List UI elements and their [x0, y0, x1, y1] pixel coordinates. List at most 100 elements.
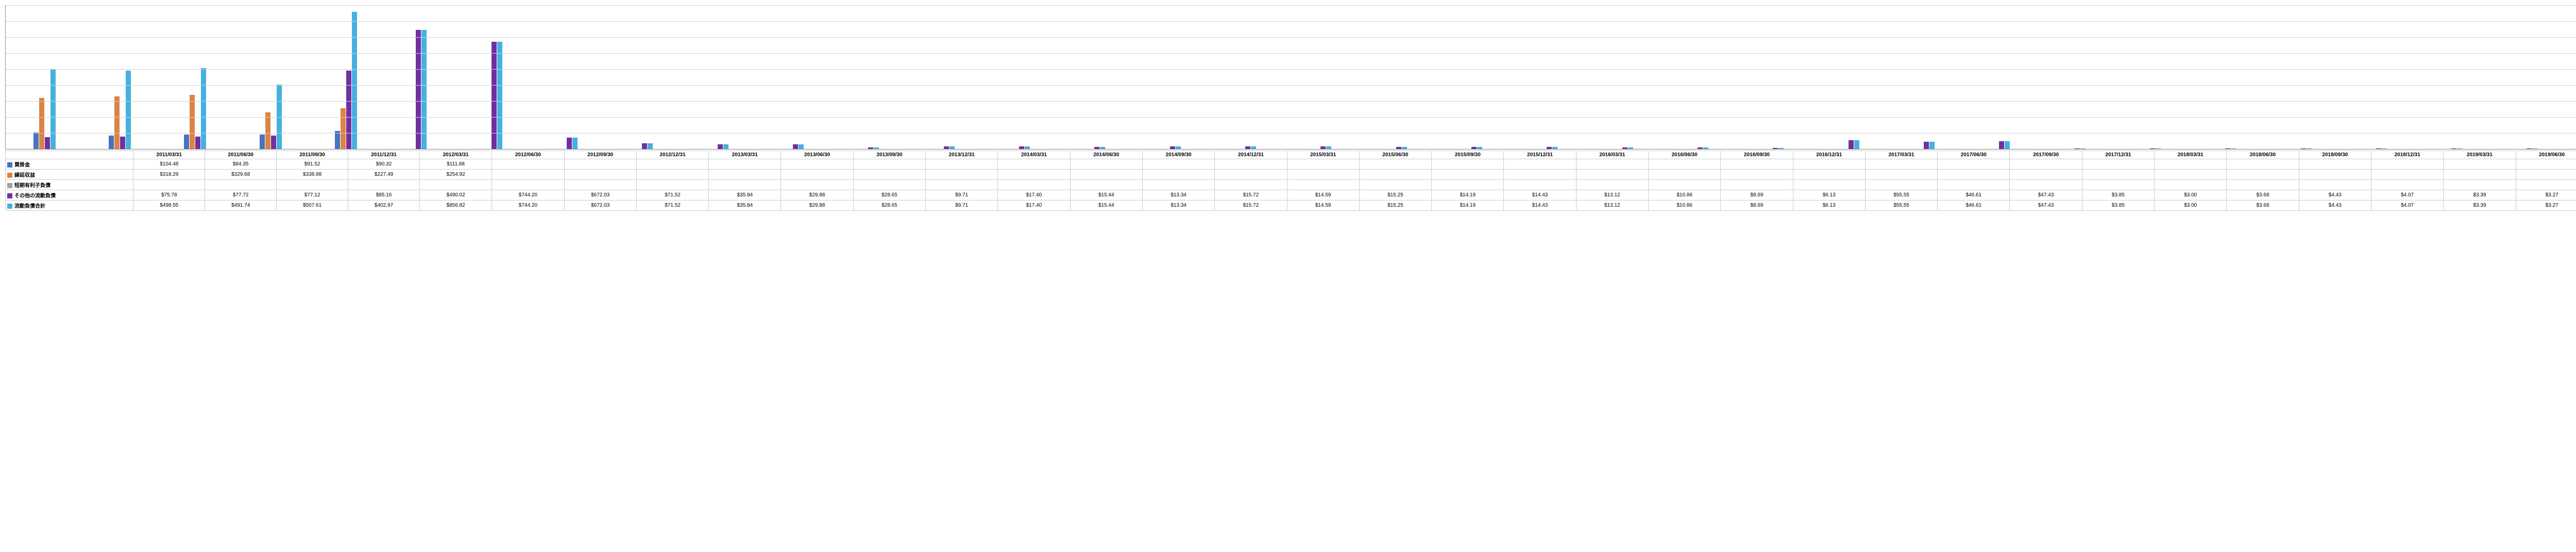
table-cell: [2516, 170, 2576, 180]
table-cell: [926, 159, 998, 170]
bar-period: [2419, 5, 2495, 149]
bar-oc: [1019, 146, 1024, 149]
table-cell: [2227, 180, 2299, 190]
table-period-header: 2012/09/30: [564, 151, 636, 159]
bar-tc: [1703, 147, 1708, 149]
bar-period: [1289, 5, 1364, 149]
bar-period: [233, 5, 308, 149]
table-cell: [1142, 180, 1214, 190]
table-cell: $13.34: [1142, 190, 1214, 200]
table-cell: $14.19: [1432, 200, 1504, 211]
bar-tc: [2307, 148, 2312, 149]
table-period-header: 2012/12/31: [636, 151, 708, 159]
table-cell: $672.03: [564, 190, 636, 200]
table-period-header: 2018/06/30: [2227, 151, 2299, 159]
bar-tc: [1251, 146, 1256, 149]
bar-period: [82, 5, 157, 149]
table-period-header: 2017/06/30: [1938, 151, 2010, 159]
table-cell: [636, 180, 708, 190]
table-cell: $75.78: [133, 190, 205, 200]
table-cell: [2299, 180, 2371, 190]
table-cell: $498.55: [133, 200, 205, 211]
table-cell: [277, 180, 348, 190]
table-cell: $35.84: [709, 190, 781, 200]
bar-period: [1138, 5, 1213, 149]
bar-tc: [1326, 146, 1331, 149]
bar-tc: [2382, 148, 2387, 149]
table-cell: $55.55: [1865, 200, 1937, 211]
table-period-header: 2018/03/31: [2155, 151, 2227, 159]
table-cell: $35.84: [709, 200, 781, 211]
table-cell: $490.02: [419, 190, 492, 200]
table-period-header: 2019/06/30: [2516, 151, 2576, 159]
table-cell: $3.27: [2516, 190, 2576, 200]
table-cell: $14.19: [1432, 190, 1504, 200]
bar-tc: [1552, 147, 1557, 149]
table-row-oc: その他の流動負債$75.78$77.72$77.12$85.16$490.02$…: [6, 190, 2576, 200]
table-cell: [492, 180, 564, 190]
bar-period: [1665, 5, 1740, 149]
table-period-header: 2012/03/31: [419, 151, 492, 159]
table-cell: [492, 159, 564, 170]
bar-tc: [950, 146, 955, 149]
table-cell: $71.52: [636, 190, 708, 200]
bar-tc: [2156, 148, 2161, 149]
table-cell: $402.97: [348, 200, 420, 211]
table-cell: [1070, 180, 1142, 190]
bar-tc: [572, 138, 578, 149]
bar-oc: [1547, 147, 1552, 149]
table-cell: [2082, 170, 2154, 180]
bar-period: [1213, 5, 1288, 149]
table-cell: [709, 159, 781, 170]
table-cell: [1070, 170, 1142, 180]
table-cell: $3.85: [2082, 190, 2154, 200]
table-period-header: 2014/12/31: [1215, 151, 1287, 159]
table-cell: [1215, 159, 1287, 170]
bar-oc: [2301, 148, 2306, 149]
table-cell: $91.52: [277, 159, 348, 170]
bar-tc: [2231, 148, 2236, 149]
table-cell: $84.35: [205, 159, 277, 170]
table-cell: [2299, 170, 2371, 180]
table-cell: $15.25: [1359, 190, 1431, 200]
table-cell: $47.43: [2010, 190, 2082, 200]
table-cell: [1721, 159, 1793, 170]
table-cell: [1649, 180, 1721, 190]
table-cell: [2371, 159, 2443, 170]
table-row-st: 短期有利子負債: [6, 180, 2576, 190]
table-cell: $4.07: [2371, 200, 2443, 211]
table-cell: [1721, 180, 1793, 190]
table-cell: $329.68: [205, 170, 277, 180]
table-cell: $338.98: [277, 170, 348, 180]
table-cell: $14.59: [1287, 200, 1359, 211]
bar-oc: [1773, 148, 1778, 149]
table-period-header: 2013/03/31: [709, 151, 781, 159]
bar-tc: [1929, 142, 1935, 149]
table-cell: [2082, 180, 2154, 190]
table-cell: [564, 180, 636, 190]
bar-dr: [265, 112, 270, 149]
bar-period: [685, 5, 760, 149]
table-row-ap: 買掛金$104.48$84.35$91.52$90.32$111.88: [6, 159, 2576, 170]
table-period-header: 2019/03/31: [2444, 151, 2516, 159]
table-period-header: 2013/09/30: [853, 151, 925, 159]
bar-tc: [2005, 141, 2010, 149]
table-cell: [853, 159, 925, 170]
bar-oc: [120, 137, 125, 149]
table-period-header: 2016/12/31: [1793, 151, 1865, 159]
table-cell: [781, 170, 853, 180]
bar-tc: [799, 144, 804, 149]
table-cell: [2516, 180, 2576, 190]
table-period-header: 2016/09/30: [1721, 151, 1793, 159]
table-cell: [709, 180, 781, 190]
table-period-header: 2015/12/31: [1504, 151, 1576, 159]
bar-dr: [39, 98, 44, 149]
table-cell: [1576, 180, 1648, 190]
table-cell: [926, 170, 998, 180]
table-cell: $15.25: [1359, 200, 1431, 211]
bar-ap: [260, 135, 265, 149]
bar-oc: [1094, 147, 1099, 149]
table-cell: $77.12: [277, 190, 348, 200]
bar-tc: [1778, 148, 1784, 149]
table-cell: $15.44: [1070, 190, 1142, 200]
